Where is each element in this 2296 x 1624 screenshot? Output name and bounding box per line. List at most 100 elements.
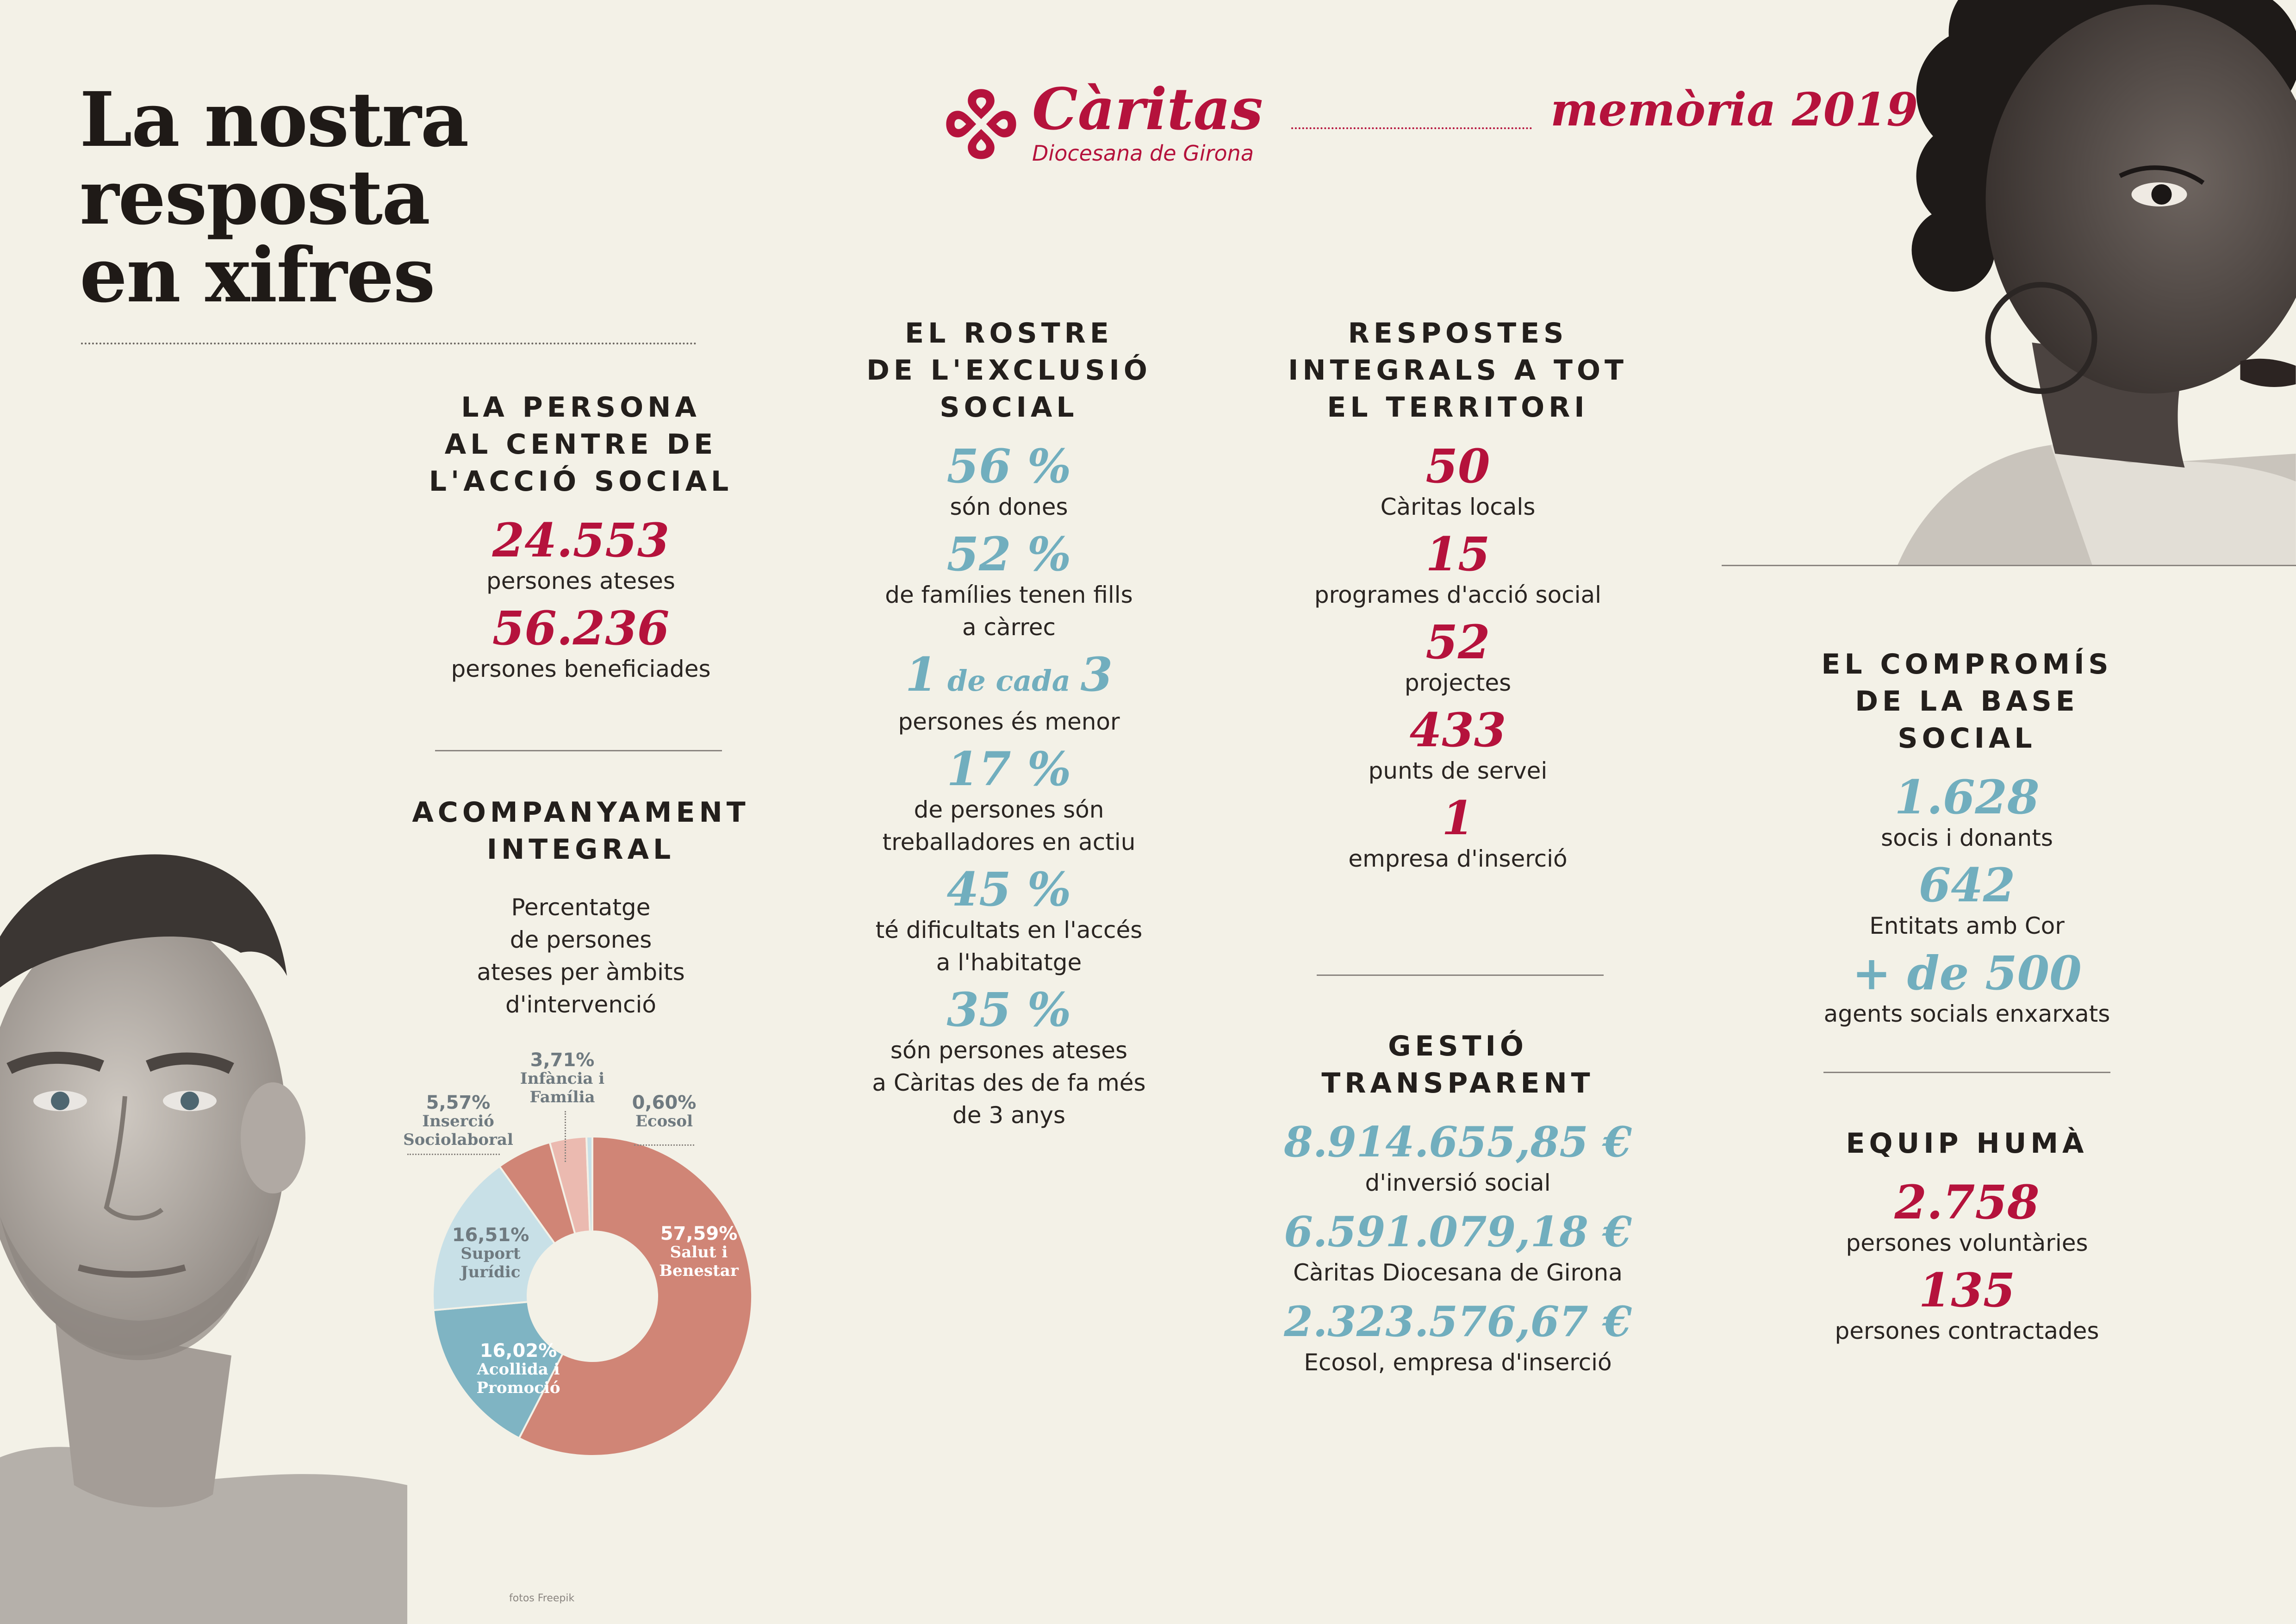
- stat-anys-label-line-3: de 3 anys: [952, 1102, 1066, 1129]
- stat-habitatge-label: té dificultats en l'accés a l'habitatge: [828, 914, 1189, 979]
- pie-label-infancia-name-1: Infància i: [520, 1069, 605, 1088]
- woman-portrait-photo: [1898, 0, 2296, 565]
- rostre-heading-line-1: EL ROSTRE: [905, 317, 1113, 350]
- persona-heading-line-1: LA PERSONA: [461, 391, 701, 424]
- stat-families-label: de famílies tenen fills a càrrec: [828, 579, 1189, 643]
- slice-salut-donut-slice: [517, 1135, 753, 1457]
- stat-agents-value: + de 500: [1852, 946, 2082, 1000]
- stat-dones-label: són dones: [828, 491, 1189, 523]
- gestio-section: GESTIÓ TRANSPARENT 8.914.655,85 € d'inve…: [1250, 1028, 1666, 1379]
- stat-menor-label-line-1: persones és menor: [898, 708, 1120, 735]
- pie-label-insercio-name-2: Sociolaboral: [403, 1131, 513, 1149]
- title-divider: [81, 343, 697, 344]
- brand-logo: Càritas Diocesana de Girona: [1032, 81, 1263, 166]
- stat-socis-value: 1.628: [1894, 770, 2040, 824]
- stat-agents-label: agents socials enxarxats: [1823, 1000, 2110, 1027]
- slice-acollida-donut-slice: [432, 1301, 564, 1440]
- stat-habitatge-value: 45 %: [946, 862, 1071, 917]
- stat-ecosol-label: Ecosol, empresa d'inserció: [1304, 1349, 1612, 1376]
- acompanyament-intro: Percentatge de persones ateses per àmbit…: [403, 891, 759, 1021]
- stat-voluntaries-label: persones voluntàries: [1846, 1230, 2088, 1256]
- compromis-heading: EL COMPROMÍS DE LA BASE SOCIAL: [1786, 646, 2147, 757]
- memoria-label: memòria 2019: [1550, 83, 1918, 137]
- stat-dones-label-line-1: són dones: [950, 493, 1068, 520]
- stat-punts-value: 433: [1409, 703, 1506, 757]
- stat-projectes-value: 52: [1425, 615, 1490, 669]
- acompanyament-intro-line-1: Percentatge: [511, 894, 651, 921]
- compromis-heading-line-1: EL COMPROMÍS: [1821, 648, 2113, 681]
- acompanyament-heading: ACOMPANYAMENT INTEGRAL: [403, 794, 759, 868]
- stat-persones-ateses-label: persones ateses: [486, 568, 675, 594]
- stat-contractades-value: 135: [1918, 1263, 2016, 1318]
- pie-label-suport-pct: 16,51%: [452, 1224, 529, 1246]
- pie-label-infancia-name-2: Família: [529, 1088, 595, 1106]
- pie-label-salut-pct: 57,59%: [660, 1223, 738, 1244]
- rostre-heading: EL ROSTRE DE L'EXCLUSIÓ SOCIAL: [828, 315, 1189, 426]
- title-line-2: resposta: [80, 154, 430, 242]
- stat-families-label-line-2: a càrrec: [962, 614, 1056, 641]
- pie-label-insercio-pct: 5,57%: [426, 1092, 491, 1113]
- stat-anys-label: són persones ateses a Càritas des de fa …: [828, 1034, 1189, 1131]
- stat-diocesana-label: Càritas Diocesana de Girona: [1293, 1259, 1623, 1286]
- pie-label-salut-name-1: Salut i: [670, 1243, 728, 1262]
- pie-label-suport-name-2: Jurídic: [460, 1263, 521, 1281]
- header-dotted-line: [1291, 127, 1532, 129]
- stat-programes-value: 15: [1425, 527, 1490, 581]
- respostes-heading-line-3: EL TERRITORI: [1327, 391, 1589, 424]
- persona-heading: LA PERSONA AL CENTRE DE L'ACCIÓ SOCIAL: [403, 389, 759, 500]
- title-line-3: en xifres: [80, 231, 436, 319]
- intervention-donut-chart: [432, 1135, 753, 1457]
- acompanyament-intro-line-2: de persones: [510, 926, 652, 953]
- gestio-heading-line-1: GESTIÓ TRANSPARENT: [1321, 1030, 1594, 1099]
- stat-diocesana-value: 6.591.079,18 €: [1284, 1207, 1632, 1256]
- pie-label-ecosol-pct: 0,60%: [632, 1092, 697, 1113]
- stat-persones-ateses-value: 24.553: [492, 513, 670, 568]
- rostre-section: EL ROSTRE DE L'EXCLUSIÓ SOCIAL 56 % són …: [828, 315, 1189, 1131]
- stat-caritas-locals-value: 50: [1425, 439, 1490, 493]
- stat-persones-beneficiades-label: persones beneficiades: [451, 656, 711, 682]
- stat-menor-value-a: 1: [905, 647, 938, 702]
- stat-contractades-label: persones contractades: [1835, 1318, 2099, 1344]
- pie-label-infancia: 3,71% Infància i Família: [511, 1051, 613, 1106]
- stat-menor-label: persones és menor: [828, 706, 1189, 738]
- acompanyament-section: ACOMPANYAMENT INTEGRAL Percentatge de pe…: [403, 794, 759, 1021]
- ecosol-leader-line: [634, 1144, 694, 1146]
- pie-label-ecosol-name-1: Ecosol: [635, 1112, 693, 1131]
- gestio-heading: GESTIÓ TRANSPARENT: [1250, 1028, 1666, 1102]
- stat-menor-value: 1 de cada 3: [828, 650, 1189, 706]
- pie-label-insercio-name-1: Inserció: [422, 1112, 494, 1131]
- pie-label-acollida: 16,02% Acollida i Promoció: [463, 1342, 574, 1397]
- photo-credit: fotos Freepik: [509, 1593, 575, 1604]
- right-divider-top: [1722, 565, 2296, 566]
- pie-label-suport-name-1: Suport: [460, 1244, 521, 1263]
- respostes-heading-line-1: RESPOSTES: [1348, 317, 1568, 350]
- stat-empresa-label: empresa d'inserció: [1348, 845, 1568, 872]
- acompanyament-heading-line-2: INTEGRAL: [486, 833, 675, 866]
- pie-label-insercio: 5,57% Inserció Sociolaboral: [403, 1093, 514, 1149]
- persona-section: LA PERSONA AL CENTRE DE L'ACCIÓ SOCIAL 2…: [403, 389, 759, 685]
- man-portrait-photo: [0, 854, 407, 1624]
- stat-entitats-value: 642: [1918, 858, 2016, 912]
- acompanyament-intro-line-3: ateses per àmbits: [477, 959, 685, 986]
- pie-label-ecosol: 0,60% Ecosol: [620, 1093, 708, 1131]
- persona-heading-line-2: AL CENTRE DE: [444, 428, 717, 461]
- stat-anys-label-line-2: a Càritas des de fa més: [872, 1069, 1146, 1096]
- slice-ecosol-donut-slice: [585, 1135, 593, 1233]
- respostes-section: RESPOSTES INTEGRALS A TOT EL TERRITORI 5…: [1277, 315, 1638, 875]
- rostre-heading-line-2: DE L'EXCLUSIÓ: [866, 354, 1151, 387]
- acompanyament-heading-line-1: ACOMPANYAMENT: [412, 796, 750, 829]
- stat-habitatge-label-line-1: té dificultats en l'accés: [875, 917, 1143, 943]
- page-title: La nostra resposta en xifres: [80, 76, 469, 319]
- stat-empresa-value: 1: [1442, 791, 1474, 845]
- stat-inversio-label: d'inversió social: [1365, 1169, 1551, 1196]
- pie-label-salut-name-2: Benestar: [659, 1262, 739, 1280]
- memoria-year: 2019: [1792, 83, 1918, 137]
- persona-divider: [435, 750, 722, 751]
- respostes-heading: RESPOSTES INTEGRALS A TOT EL TERRITORI: [1277, 315, 1638, 426]
- insercio-leader-line: [407, 1154, 500, 1155]
- acompanyament-intro-line-4: d'intervenció: [505, 991, 656, 1018]
- pie-label-suport: 16,51% Suport Jurídic: [437, 1226, 544, 1281]
- memoria-word: memòria: [1550, 83, 1776, 137]
- pie-label-acollida-name-2: Promoció: [476, 1379, 560, 1397]
- title-line-1: La nostra: [80, 76, 469, 164]
